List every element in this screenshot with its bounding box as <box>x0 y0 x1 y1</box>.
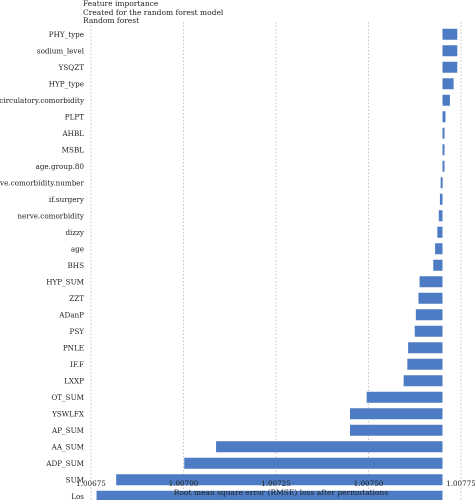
y-tick-label: if.surgery <box>49 195 85 204</box>
x-tick-label: 1.00750 <box>354 479 384 488</box>
y-tick-label: nerve.comorbidity.number <box>0 178 85 187</box>
bar-PNLE <box>408 342 443 354</box>
bar-AP_SUM <box>350 424 443 436</box>
bar-PLPT <box>442 111 446 123</box>
x-tick-label: 1.00675 <box>76 479 106 488</box>
y-tick-label: PSY <box>69 327 84 336</box>
y-tick-label: SUM <box>66 475 84 484</box>
y-tick-label: ADP_SUM <box>45 459 84 468</box>
bar-PSY <box>414 325 443 337</box>
bar-PHY_type <box>442 28 458 40</box>
model-name-label: Random forest <box>83 16 140 25</box>
bar-Los <box>96 490 443 500</box>
x-axis-label: Root mean square error (RMSE) loss after… <box>174 488 389 497</box>
y-tick-label: ADanP <box>58 310 84 319</box>
y-tick-label: AHBL <box>61 129 84 138</box>
bar-BHS <box>433 259 443 271</box>
bar-age <box>435 243 443 255</box>
y-tick-label: HYP_type <box>49 79 84 88</box>
bar-AA_SUM <box>216 441 443 453</box>
bar-circulatory.comorbidity <box>442 94 450 106</box>
bar-MSBL <box>442 144 445 156</box>
y-tick-label: IF.F <box>70 360 84 369</box>
bar-nerve.comorbidity <box>438 210 443 222</box>
grid-lines <box>90 22 462 500</box>
y-tick-label: Los <box>71 492 84 500</box>
y-tick-label: PLPT <box>65 112 84 121</box>
y-tick-label: dizzy <box>65 228 84 237</box>
bar-ADP_SUM <box>184 457 443 469</box>
x-tick-label: 1.00700 <box>169 479 199 488</box>
bar-LXXP <box>403 375 443 387</box>
bar-nerve.comorbidity.number <box>440 177 443 189</box>
bar-dizzy <box>437 226 443 238</box>
y-tick-label: YSQZT <box>58 63 85 72</box>
bar-IF.F <box>407 358 443 370</box>
bar-HYP_SUM <box>419 276 443 288</box>
y-tick-label: age <box>71 244 84 253</box>
y-tick-label: MSBL <box>62 145 85 154</box>
y-tick-label: ZZT <box>69 294 84 303</box>
y-tick-labels: PHY_type sodium_level YSQZT HYP_typecircula… <box>0 30 85 500</box>
bar-YSWLFX <box>350 408 443 420</box>
bar-OT_SUM <box>366 391 443 403</box>
y-tick-label: HYP_SUM <box>46 277 84 286</box>
x-tick-label: 1.00725 <box>261 479 291 488</box>
y-tick-label: PNLE <box>63 343 84 352</box>
y-tick-label: OT_SUM <box>51 393 84 402</box>
y-tick-label: YSWLFX <box>51 409 85 418</box>
bar-HYP_type <box>442 78 454 90</box>
x-tick-label: 1.00775 <box>446 479 475 488</box>
y-tick-label: circulatory.comorbidity <box>0 96 85 105</box>
bar-sodium_level <box>442 45 458 57</box>
bar-ZZT <box>418 292 443 304</box>
y-tick-label: sodium_level <box>37 46 85 55</box>
bar-SUM <box>116 474 443 486</box>
y-tick-label: AA_SUM <box>51 442 84 451</box>
chart-header: Feature importance Created for the rando… <box>83 0 223 26</box>
bar-YSQZT <box>442 61 458 73</box>
bar-ADanP <box>415 309 443 321</box>
y-tick-label: BHS <box>68 261 85 270</box>
y-tick-label: PHY_type <box>49 30 84 39</box>
y-tick-label: nerve.comorbidity <box>17 211 85 220</box>
bar-if.surgery <box>439 193 443 205</box>
chart-subtitle: Created for the random forest model <box>83 7 224 17</box>
bar-AHBL <box>442 127 445 139</box>
bar-age.group.80 <box>442 160 445 172</box>
chart-title: Feature importance <box>83 0 159 8</box>
bars <box>96 28 458 500</box>
y-tick-label: LXXP <box>64 376 84 385</box>
y-tick-label: AP_SUM <box>51 426 84 435</box>
x-tick-labels: 1.00675 1.00700 1.00725 1.00750 1.00775 <box>76 479 475 488</box>
y-tick-label: age.group.80 <box>36 162 85 171</box>
